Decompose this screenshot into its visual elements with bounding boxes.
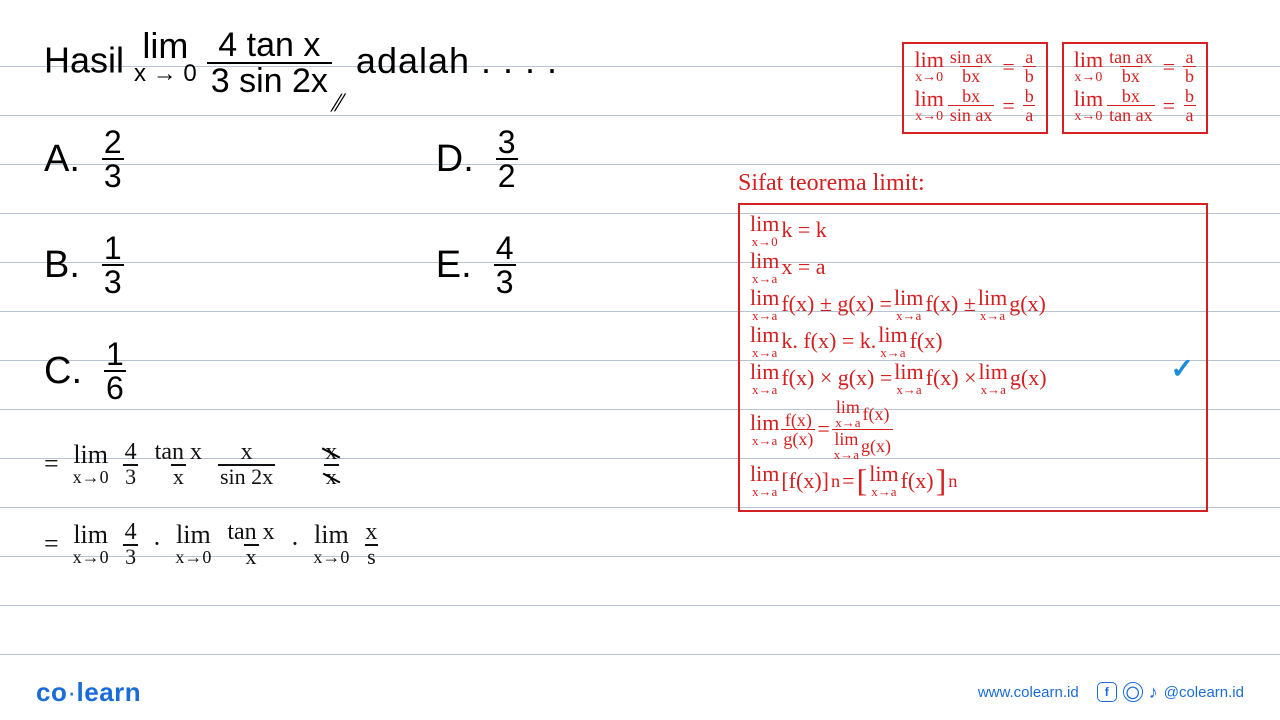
tiktok-icon: ♪ bbox=[1149, 682, 1158, 703]
question-fraction: 4 tan x 3 sin 2x ⁄⁄ bbox=[207, 28, 332, 98]
limit-notation: lim x → 0 bbox=[134, 28, 197, 86]
footer-url: www.colearn.id bbox=[978, 684, 1079, 701]
colearn-logo: co·learn bbox=[36, 677, 141, 708]
option-e: E. 43 bbox=[436, 232, 518, 298]
instagram-icon: ◯ bbox=[1123, 682, 1143, 702]
theorem-title: Sifat teorema limit: bbox=[738, 170, 1208, 197]
theorem-panel: Sifat teorema limit: limx→0 k = k limx→a… bbox=[738, 170, 1208, 512]
footer: co·learn www.colearn.id f ◯ ♪ @colearn.i… bbox=[0, 664, 1280, 720]
sin-formula-box: limx→0 sin axbx = ab limx→0 bxsin ax = b… bbox=[902, 42, 1047, 134]
option-a: A. 23 bbox=[44, 126, 126, 192]
underline-marks: ⁄⁄ bbox=[337, 90, 339, 116]
option-d: D. 32 bbox=[436, 126, 518, 192]
theorem-box: limx→0 k = k limx→a x = a limx→a f(x) ± … bbox=[738, 203, 1208, 512]
hand-row-1: = limx→0 43 tan xx xsin 2x xx bbox=[44, 424, 379, 504]
option-c: C. 16 bbox=[44, 338, 126, 404]
q-suffix: adalah . . . . bbox=[356, 40, 558, 81]
formula-boxes: limx→0 sin axbx = ab limx→0 bxsin ax = b… bbox=[902, 42, 1208, 134]
handwritten-work: = limx→0 43 tan xx xsin 2x xx = limx→0 4… bbox=[44, 424, 379, 584]
footer-handle: @colearn.id bbox=[1164, 684, 1244, 701]
checkmark-icon: ✓ bbox=[1171, 352, 1194, 386]
tan-formula-box: limx→0 tan axbx = ab limx→0 bxtan ax = b… bbox=[1062, 42, 1208, 134]
facebook-icon: f bbox=[1097, 682, 1117, 702]
social-icons: f ◯ ♪ @colearn.id bbox=[1097, 682, 1244, 703]
q-prefix: Hasil bbox=[44, 40, 124, 81]
option-b: B. 13 bbox=[44, 232, 126, 298]
hand-row-2: = limx→0 43 · limx→0 tan xx · limx→0 xs bbox=[44, 504, 379, 584]
